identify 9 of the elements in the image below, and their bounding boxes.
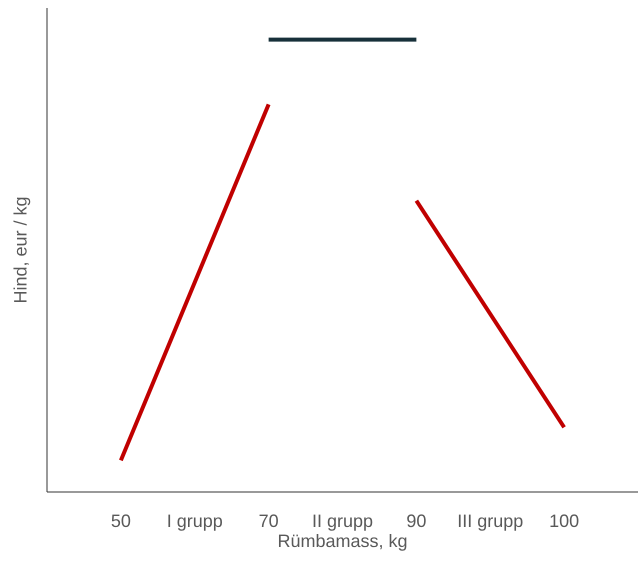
x-tick-label: III grupp bbox=[457, 510, 524, 531]
x-tick-label: II grupp bbox=[312, 510, 374, 531]
x-tick-label: I grupp bbox=[166, 510, 223, 531]
x-axis-title: Rümbamass, kg bbox=[277, 531, 408, 551]
x-tick-label: 50 bbox=[110, 510, 131, 531]
x-tick-label: 70 bbox=[258, 510, 279, 531]
y-axis-title: Hind, eur / kg bbox=[10, 196, 30, 304]
x-tick-label: 90 bbox=[406, 510, 426, 531]
x-tick-label: 100 bbox=[549, 510, 580, 531]
